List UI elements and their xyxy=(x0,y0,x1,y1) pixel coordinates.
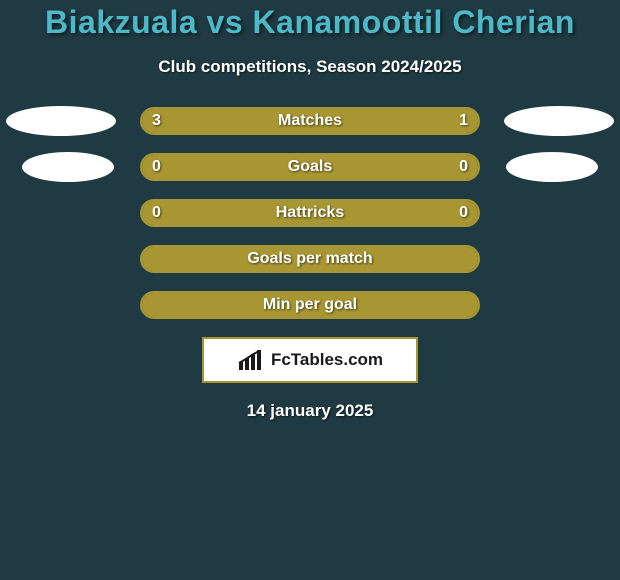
stat-value-left: 3 xyxy=(152,107,161,135)
stat-row: Goals per match xyxy=(0,245,620,273)
page-title: Biakzuala vs Kanamoottil Cherian xyxy=(0,4,620,41)
widget-container: Biakzuala vs Kanamoottil Cherian Club co… xyxy=(0,0,620,580)
bars-chart-icon xyxy=(237,348,265,372)
subtitle: Club competitions, Season 2024/2025 xyxy=(0,57,620,77)
stat-value-left: 0 xyxy=(152,153,161,181)
stat-label: Hattricks xyxy=(140,199,480,227)
team-icon-right xyxy=(506,152,598,182)
stat-row: Hattricks0 0 xyxy=(0,199,620,227)
stat-row: Min per goal xyxy=(0,291,620,319)
team-icon-left xyxy=(22,152,114,182)
team-icon-left xyxy=(6,106,116,136)
stat-value-right: 0 xyxy=(459,199,468,227)
stat-label: Min per goal xyxy=(140,291,480,319)
stats-list: Matches31Goals00Hattricks00Goals per mat… xyxy=(0,107,620,319)
team-icon-right xyxy=(504,106,614,136)
stat-value-left: 0 xyxy=(152,199,161,227)
stat-label: Matches xyxy=(140,107,480,135)
brand-box[interactable]: FcTables.com xyxy=(202,337,418,383)
brand-text: FcTables.com xyxy=(271,350,383,370)
stat-value-right: 0 xyxy=(459,153,468,181)
stat-label: Goals per match xyxy=(140,245,480,273)
stat-row: Matches3 1 xyxy=(0,107,620,135)
stat-label: Goals xyxy=(140,153,480,181)
stat-row: Goals0 0 xyxy=(0,153,620,181)
date-text: 14 january 2025 xyxy=(0,401,620,421)
stat-value-right: 1 xyxy=(459,107,468,135)
